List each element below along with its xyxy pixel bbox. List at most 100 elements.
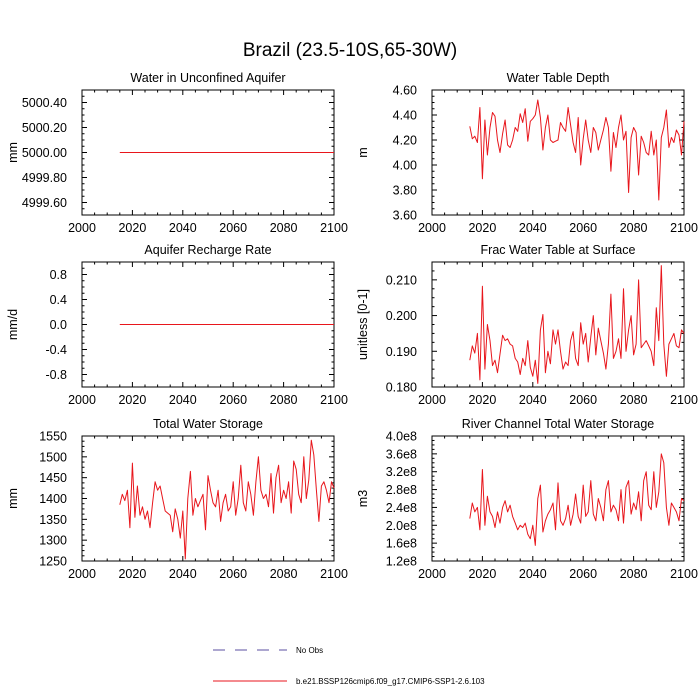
series-line (469, 265, 685, 384)
series-line (469, 453, 685, 546)
y-tick-label: 5000.40 (22, 96, 67, 110)
y-tick-label: 1250 (39, 555, 67, 569)
y-axis-label: mm (6, 488, 20, 509)
x-tick-label: 2000 (68, 393, 96, 407)
y-tick-label: 2.8e8 (386, 483, 417, 497)
y-tick-label: 4.60 (393, 84, 417, 98)
legend-obs-label: No Obs (296, 646, 323, 655)
x-tick-label: 2020 (468, 393, 496, 407)
x-tick-label: 2060 (569, 567, 597, 581)
panel-2: Water Table Depth m 2000 2020 2040 2060 2080 21… (356, 71, 698, 235)
series-line (469, 99, 685, 201)
x-tick-label: 2080 (270, 221, 298, 235)
legend: No Obs b.e21.BSSP126cmip6.f09_g17.CMIP6-… (213, 646, 485, 686)
x-tick-label: 2100 (670, 567, 698, 581)
x-tick-label: 2040 (169, 393, 197, 407)
panel-title: River Channel Total Water Storage (462, 417, 655, 431)
x-tick-label: 2080 (270, 567, 298, 581)
x-tick-label: 2100 (320, 221, 348, 235)
plot-frame (431, 435, 685, 562)
y-tick-label: 4.40 (393, 109, 417, 123)
panel-4: Frac Water Table at Surface unitless [0-1… (356, 243, 698, 407)
x-tick-label: 2040 (519, 221, 547, 235)
y-axis-label: m (356, 147, 370, 157)
y-tick-label: 4999.80 (22, 171, 67, 185)
panel-title: Aquifer Recharge Rate (144, 243, 271, 257)
series-line (119, 439, 335, 560)
x-tick-label: 2000 (418, 221, 446, 235)
panel-6: River Channel Total Water Storage m3 2000 2… (356, 417, 698, 581)
x-tick-label: 2100 (320, 567, 348, 581)
x-tick-label: 2020 (118, 567, 146, 581)
y-tick-label: 4.0e8 (386, 430, 417, 444)
y-tick-label: 4999.60 (22, 196, 67, 210)
panel-title: Frac Water Table at Surface (481, 243, 636, 257)
y-tick-label: -0.8 (45, 368, 67, 382)
x-tick-label: 2000 (68, 567, 96, 581)
y-tick-label: 1400 (39, 492, 67, 506)
y-tick-label: 4.00 (393, 159, 417, 173)
x-tick-label: 2020 (468, 567, 496, 581)
x-tick-label: 2060 (219, 567, 247, 581)
panel-title: Water in Unconfined Aquifer (130, 71, 285, 85)
y-tick-label: 0.0 (50, 318, 67, 332)
x-tick-label: 2080 (620, 567, 648, 581)
y-tick-label: 0.180 (386, 381, 417, 395)
x-tick-label: 2000 (68, 221, 96, 235)
x-tick-label: 2000 (418, 567, 446, 581)
y-tick-label: 1450 (39, 471, 67, 485)
y-tick-label: 2.0e8 (386, 519, 417, 533)
x-tick-label: 2060 (219, 393, 247, 407)
y-tick-label: 3.80 (393, 184, 417, 198)
x-tick-label: 2020 (468, 221, 496, 235)
plot-frame (431, 261, 685, 388)
y-tick-label: 1550 (39, 430, 67, 444)
y-tick-label: 3.6e8 (386, 447, 417, 461)
x-tick-label: 2060 (569, 393, 597, 407)
y-tick-label: 1.6e8 (386, 537, 417, 551)
x-tick-label: 2100 (670, 393, 698, 407)
panel-title: Water Table Depth (507, 71, 610, 85)
y-tick-label: 1350 (39, 513, 67, 527)
x-tick-label: 2080 (620, 393, 648, 407)
y-tick-label: 0.190 (386, 345, 417, 359)
x-tick-label: 2100 (670, 221, 698, 235)
y-tick-label: 5000.20 (22, 121, 67, 135)
y-tick-label: 2.4e8 (386, 501, 417, 515)
x-tick-label: 2080 (620, 221, 648, 235)
x-tick-label: 2040 (169, 221, 197, 235)
x-tick-label: 2060 (219, 221, 247, 235)
x-tick-label: 2000 (418, 393, 446, 407)
y-tick-label: 0.8 (50, 268, 67, 282)
x-tick-label: 2020 (118, 221, 146, 235)
figure-title: Brazil (23.5-10S,65-30W) (243, 40, 457, 61)
legend-model-label: b.e21.BSSP126cmip6.f09_g17.CMIP6-SSP1-2.… (296, 677, 485, 686)
y-axis-label: m3 (356, 490, 370, 507)
y-tick-label: 3.2e8 (386, 465, 417, 479)
y-tick-label: 0.4 (50, 293, 67, 307)
x-tick-label: 2060 (569, 221, 597, 235)
x-tick-label: 2040 (519, 567, 547, 581)
y-tick-label: 3.60 (393, 209, 417, 223)
y-axis-label: unitless [0-1] (356, 289, 370, 360)
x-tick-label: 2040 (519, 393, 547, 407)
y-tick-label: 1500 (39, 450, 67, 464)
x-tick-label: 2040 (169, 567, 197, 581)
panel-1: Water in Unconfined Aquifer mm 2000 2020 204… (6, 71, 348, 235)
y-tick-label: 1300 (39, 534, 67, 548)
y-tick-label: -0.4 (45, 343, 67, 357)
y-axis-label: mm/d (6, 309, 20, 340)
y-tick-label: 4.20 (393, 134, 417, 148)
x-tick-label: 2020 (118, 393, 146, 407)
x-tick-label: 2080 (270, 393, 298, 407)
panel-3: Aquifer Recharge Rate mm/d 2000 2020 2040 206… (6, 243, 348, 407)
y-tick-label: 0.210 (386, 273, 417, 287)
y-tick-label: 0.200 (386, 309, 417, 323)
plot-frame (81, 435, 335, 562)
panel-5: Total Water Storage mm 2000 2020 2040 2060 208… (6, 417, 348, 581)
panel-title: Total Water Storage (153, 417, 263, 431)
x-tick-label: 2100 (320, 393, 348, 407)
y-tick-label: 1.2e8 (386, 555, 417, 569)
y-axis-label: mm (6, 142, 20, 163)
